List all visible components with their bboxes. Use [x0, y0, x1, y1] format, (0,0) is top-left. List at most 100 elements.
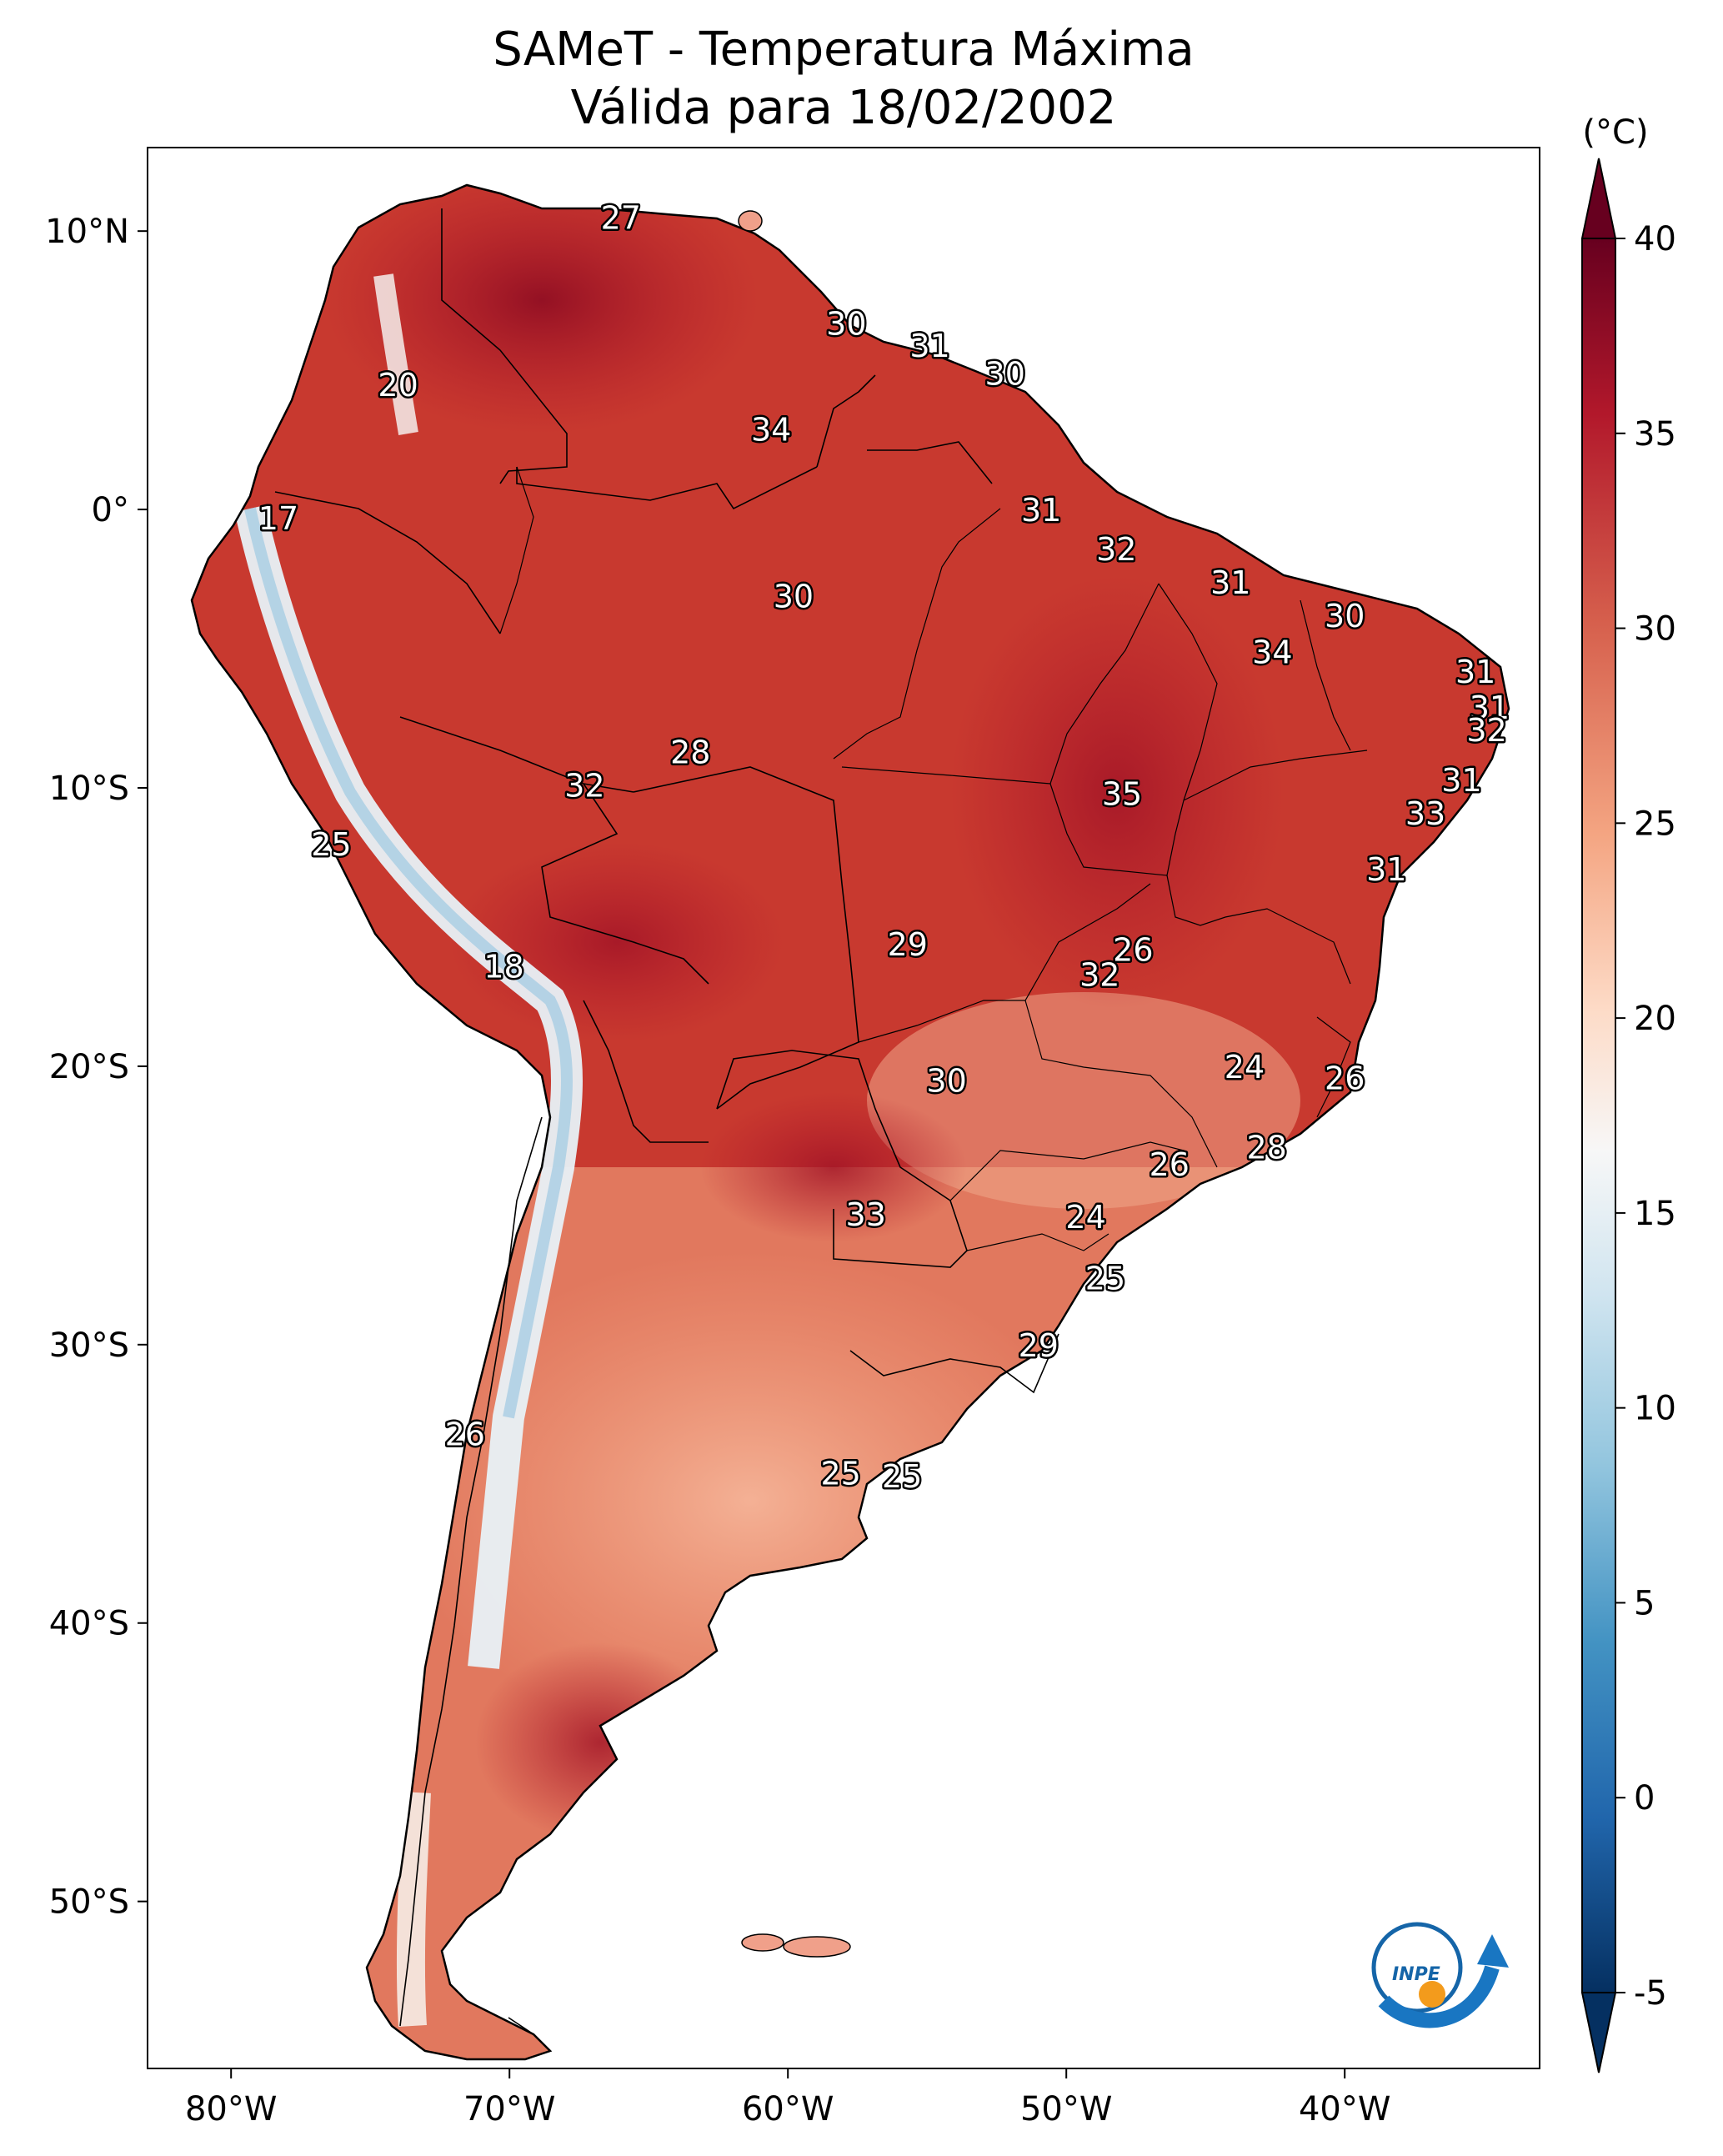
border-paraguay	[716, 1050, 968, 1268]
trinidad-island	[738, 210, 763, 232]
colorbar-tick-label: 30	[1634, 610, 1676, 649]
station-label: 35	[1102, 776, 1142, 813]
patagonian-andes-band	[396, 1792, 431, 2028]
station-label: 25	[820, 1455, 860, 1492]
border-santa-catarina	[966, 1233, 1109, 1251]
figure-title-line2: Válida para 18/02/2002	[571, 81, 1117, 135]
border-ecuador-peru	[499, 466, 534, 634]
station-label: 29	[1019, 1327, 1059, 1364]
border-tierra-del-fuego	[508, 2017, 551, 2052]
border-guyana-brazil	[816, 374, 876, 468]
lat-tick-label: 20°S	[49, 1048, 129, 1086]
border-bolivia-brazil	[633, 766, 859, 1110]
figure-title-line1: SAMeT - Temperatura Máxima	[493, 23, 1195, 77]
lon-tick-label: 50°W	[1020, 2090, 1112, 2128]
station-label: 30	[774, 579, 814, 615]
station-label: 25	[311, 826, 351, 863]
station-label: 30	[826, 305, 866, 342]
border-parana	[949, 1141, 1185, 1201]
colorbar-tick-label: 5	[1634, 1584, 1655, 1622]
station-label: 26	[445, 1416, 485, 1453]
colombian-andes-band	[373, 273, 418, 435]
lat-tick-label: 0°	[92, 491, 129, 529]
colorbar-tick-label: 15	[1634, 1195, 1676, 1233]
lon-tick-label: 80°W	[185, 2090, 277, 2128]
border-uruguay	[849, 1333, 1059, 1394]
station-label: 34	[1252, 634, 1292, 670]
border-venezuela-brazil	[516, 466, 818, 510]
border-espirito-santo	[1316, 1016, 1351, 1118]
inpe-logo-arrow-icon	[1477, 1934, 1509, 1968]
colorbar-tick-label: 25	[1634, 805, 1676, 843]
lat-tick-label: 30°S	[49, 1326, 129, 1365]
border-para-mato-grosso	[841, 766, 1051, 785]
station-label: 33	[846, 1196, 886, 1233]
station-label: 30	[985, 355, 1025, 392]
andes-high-peaks	[244, 507, 573, 1419]
colorbar-tick-label: 35	[1634, 415, 1676, 454]
islands	[738, 210, 851, 1958]
inpe-logo-orbit	[1371, 1922, 1463, 2013]
falklands-island-west	[741, 1933, 784, 1952]
inpe-logo-swoosh	[1378, 1965, 1500, 2028]
station-label: 30	[1325, 598, 1365, 634]
station-label: 25	[1085, 1261, 1125, 1297]
station-label: 31	[1455, 654, 1495, 690]
station-label: 32	[1466, 712, 1506, 749]
border-suriname-brazil	[867, 441, 993, 484]
station-label: 24	[1065, 1199, 1105, 1236]
falklands-island-east	[783, 1936, 851, 1958]
station-label: 32	[1079, 957, 1119, 994]
station-label: 28	[1247, 1130, 1287, 1166]
border-para-tocantins	[1049, 583, 1160, 785]
station-label: 30	[926, 1063, 966, 1100]
border-piaui-ceara	[1300, 599, 1351, 751]
colorbar-tick-label: -5	[1634, 1974, 1667, 2013]
station-label: 31	[1210, 564, 1250, 601]
border-peru-bolivia	[541, 783, 709, 985]
venezuela-hot-core	[325, 185, 759, 434]
border-colombia-ecuador-peru	[274, 491, 501, 634]
state-borders	[499, 466, 1368, 1251]
colorbar-min-extend	[1580, 1992, 1617, 2073]
inpe-logo: INPE	[1371, 1922, 1509, 2028]
colorbar-ramp	[1581, 238, 1616, 1993]
station-label: 32	[564, 768, 604, 805]
station-label: 28	[670, 735, 710, 771]
station-label: 26	[1113, 932, 1153, 969]
station-label: 34	[751, 411, 791, 448]
colorbar-unit: (°C)	[1582, 113, 1648, 152]
lat-tick-label: 10°N	[45, 213, 129, 251]
colorbar: (°C) 40 35 30 25 20 15 10 5 0 -5	[1580, 113, 1676, 2073]
colorbar-tick-label: 40	[1634, 220, 1676, 258]
lat-tick-label: 10°S	[49, 770, 129, 808]
border-chile-argentina	[399, 1116, 543, 2027]
station-label: 18	[483, 949, 523, 985]
station-label: 31	[1441, 762, 1481, 799]
paraguay-hot-core	[700, 1092, 967, 1242]
southeast-brazil-field	[867, 992, 1300, 1209]
station-label: 31	[1366, 851, 1406, 888]
station-label: 25	[882, 1458, 922, 1495]
border-amazonas-para	[833, 508, 1001, 760]
station-label: 29	[888, 926, 928, 963]
colorbar-tick-label: 10	[1634, 1390, 1676, 1428]
border-bolivia-chile-argentina	[583, 1000, 709, 1143]
lon-tick-label: 60°W	[742, 2090, 834, 2128]
station-label: 17	[258, 500, 298, 537]
station-label: 33	[1405, 795, 1445, 832]
inpe-logo-sun-icon	[1419, 1981, 1445, 2008]
map-panel	[147, 147, 1540, 2069]
station-label: 27	[601, 199, 641, 236]
border-colombia-venezuela	[441, 208, 568, 484]
lon-tick-label: 40°W	[1299, 2090, 1390, 2128]
colorbar-ticks: 40 35 30 25 20 15 10 5 0 -5	[1615, 220, 1676, 2013]
lat-tick-label: 50°S	[49, 1883, 129, 1922]
colorbar-tick-label: 20	[1634, 1000, 1676, 1038]
station-label: 31	[1021, 492, 1061, 529]
latitude-axis: 10°N 0° 10°S 20°S 30°S 40°S 50°S	[45, 213, 148, 1922]
lat-tick-label: 40°S	[49, 1605, 129, 1643]
border-peru-brazil	[399, 716, 634, 793]
